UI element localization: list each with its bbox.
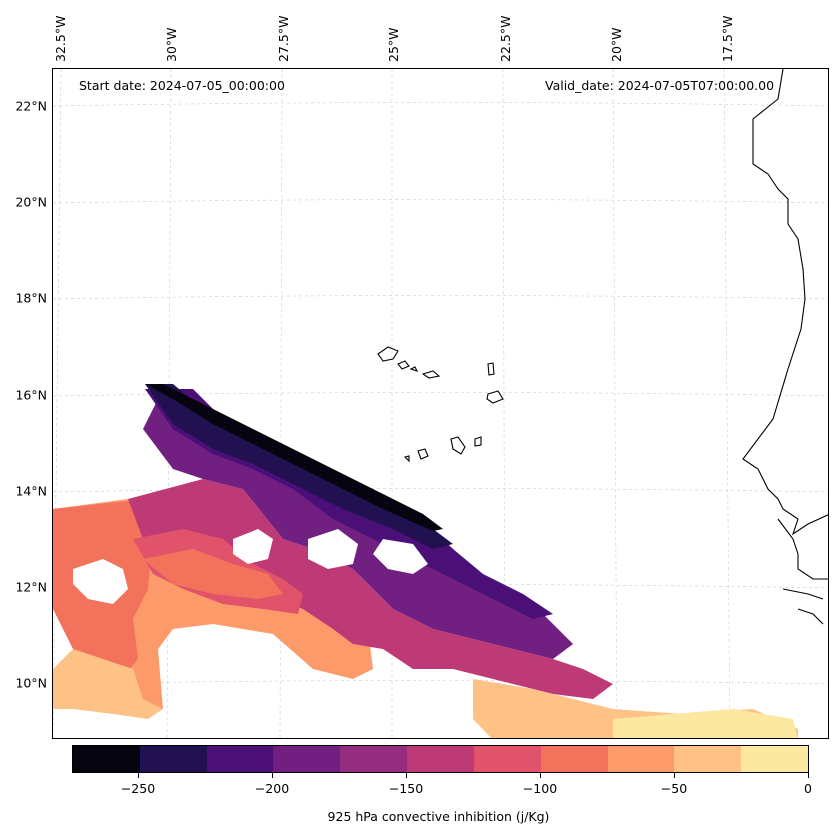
colorbar-segment: [473, 746, 541, 772]
lat-label-12: 12°N: [15, 579, 47, 595]
colorbar-segment: [73, 746, 140, 772]
colorbar-tick-label: −150: [388, 781, 424, 796]
colorbar-tick-label: −50: [660, 781, 688, 796]
colorbar-tick-label: 0: [804, 781, 812, 796]
colorbar-tick: [406, 773, 407, 778]
colorbar-segment: [674, 746, 742, 772]
lon-label-32_5: 32.5°W: [53, 15, 68, 62]
colorbar-segment: [607, 746, 675, 772]
cin-contours: [53, 384, 798, 738]
map-panel: [52, 68, 829, 739]
colorbar-tick-label: −200: [254, 781, 290, 796]
colorbar-segment: [407, 746, 474, 772]
gridline-lat-22: [53, 102, 828, 107]
coastline-africa: [742, 69, 828, 625]
lon-label-27_5: 27.5°W: [276, 15, 291, 62]
lon-label-17_5: 17.5°W: [720, 15, 735, 62]
coastline-island-boa-vista: [486, 390, 504, 404]
coastline-island-sao-vicente: [397, 360, 410, 370]
lat-label-16: 16°N: [15, 387, 47, 403]
coastline-island-brava: [403, 455, 410, 463]
coastline-island-santa-luzia: [409, 366, 419, 372]
lon-label-25: 25°W: [386, 27, 401, 62]
colorbar-tick-label: −250: [120, 781, 156, 796]
coastline-island-sao-nicolau: [421, 370, 441, 379]
gridline-lat-20: [53, 199, 828, 204]
colorbar-tick: [808, 773, 809, 778]
valid-date-label: Valid_date: 2024-07-05T07:00:00.00: [545, 78, 775, 93]
gridline-lon-17_5: [723, 69, 731, 738]
colorbar-tick: [272, 773, 273, 778]
lon-label-30: 30°W: [164, 27, 179, 62]
gridline-lat-18: [53, 295, 828, 300]
colorbar-segment: [139, 746, 207, 772]
colorbar-segment: [206, 746, 274, 772]
coastline-island-sal: [487, 362, 495, 376]
lat-label-14: 14°N: [15, 483, 47, 499]
contour-area-hole-west: [73, 559, 128, 604]
contour-hole-2: [308, 529, 358, 569]
contour-area-peach-sw: [53, 649, 163, 719]
lon-label-20: 20°W: [609, 27, 624, 62]
colorbar: [72, 745, 809, 773]
lat-label-22: 22°N: [15, 98, 47, 114]
colorbar-segment: [741, 746, 808, 772]
coastline-island-santiago: [450, 436, 466, 455]
colorbar-segment: [540, 746, 608, 772]
lat-label-20: 20°N: [15, 194, 47, 210]
coastlines: [377, 69, 828, 625]
colorbar-tick: [674, 773, 675, 778]
lon-label-22_5: 22.5°W: [498, 15, 513, 62]
colorbar-segment: [340, 746, 408, 772]
lat-label-18: 18°N: [15, 290, 47, 306]
map-canvas: [53, 69, 828, 738]
contour-area-yellow-east: [613, 709, 798, 738]
contour-hole-1: [233, 529, 273, 564]
contour-area-orange-central: [143, 549, 283, 599]
gridline-lat-10: [53, 680, 828, 685]
gridline-lon-32_5: [53, 69, 62, 738]
coastline-island-fogo: [417, 448, 429, 460]
coastline-island-santo-antao: [377, 346, 399, 362]
colorbar-tick: [540, 773, 541, 778]
start-date-label: Start date: 2024-07-05_00:00:00: [79, 78, 285, 93]
contour-hole-3: [373, 539, 428, 574]
gridline-lon-20: [612, 69, 618, 738]
contour-area-black-edge: [145, 384, 443, 531]
lat-label-10: 10°N: [15, 675, 47, 691]
coastline-island-maio: [474, 436, 482, 447]
colorbar-label: 925 hPa convective inhibition (j/Kg): [327, 809, 550, 824]
colorbar-segment: [273, 746, 341, 772]
colorbar-tick: [138, 773, 139, 778]
colorbar-tick-label: −100: [522, 781, 558, 796]
